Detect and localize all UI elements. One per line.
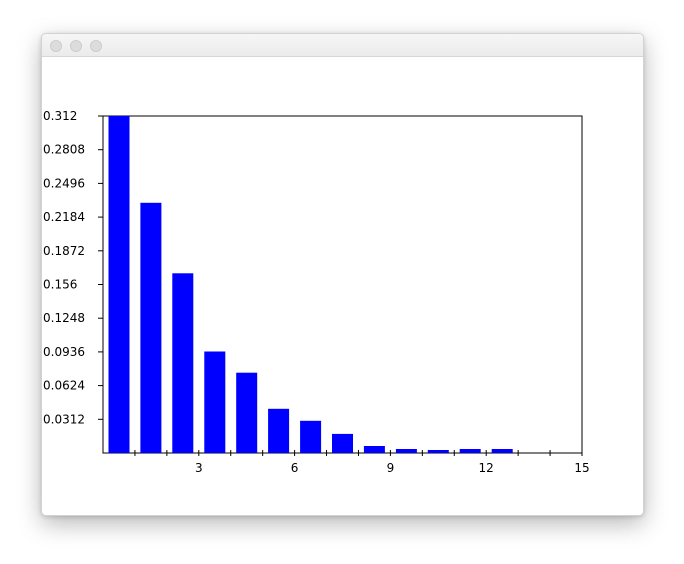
bar-2: [140, 202, 162, 453]
close-window-button[interactable]: [50, 40, 62, 52]
minimize-window-button[interactable]: [70, 40, 82, 52]
zoom-window-button[interactable]: [90, 40, 102, 52]
bar-4: [204, 351, 226, 453]
y-tick-label: 0.1248: [43, 311, 85, 325]
x-tick-label: 3: [195, 461, 203, 475]
bar-12: [459, 449, 481, 453]
y-tick-label: 0.0936: [43, 345, 85, 359]
y-tick-label: 0.0312: [43, 412, 85, 426]
bar-13: [491, 449, 513, 453]
bar-6: [268, 408, 290, 453]
x-tick-label: 15: [574, 461, 589, 475]
y-tick-label: 0.0624: [43, 379, 85, 393]
x-tick-label: 12: [479, 461, 494, 475]
bar-9: [363, 446, 385, 453]
bar-chart: 0.312 0.2808 0.2496 0.2184 0.1872 0.156 0.1248…: [43, 109, 590, 475]
y-tick-label: 0.156: [43, 278, 77, 292]
x-axis: 3 6 9 12 15: [134, 450, 590, 475]
bar-3: [172, 273, 194, 453]
bar-10: [395, 449, 417, 453]
x-tick-label: 6: [291, 461, 299, 475]
title-bar: [42, 34, 643, 57]
bar-5: [236, 372, 258, 453]
y-tick-label: 0.2184: [43, 210, 85, 224]
bar-11: [427, 450, 449, 453]
window-content: 0.312 0.2808 0.2496 0.2184 0.1872 0.156 0.1248…: [42, 57, 643, 515]
y-tick-label: 0.2808: [43, 143, 85, 157]
y-tick-label: 0.1872: [43, 244, 85, 258]
y-tick-label: 0.2496: [43, 176, 85, 190]
app-window: 0.312 0.2808 0.2496 0.2184 0.1872 0.156 0.1248…: [41, 33, 644, 516]
bar-8: [332, 433, 353, 453]
bars: [108, 116, 513, 453]
bar-7: [300, 420, 322, 453]
y-axis: 0.312 0.2808 0.2496 0.2184 0.1872 0.156 0.1248…: [43, 109, 103, 426]
x-tick-label: 9: [387, 461, 395, 475]
y-tick-label: 0.312: [43, 109, 77, 123]
bar-1: [108, 116, 130, 453]
